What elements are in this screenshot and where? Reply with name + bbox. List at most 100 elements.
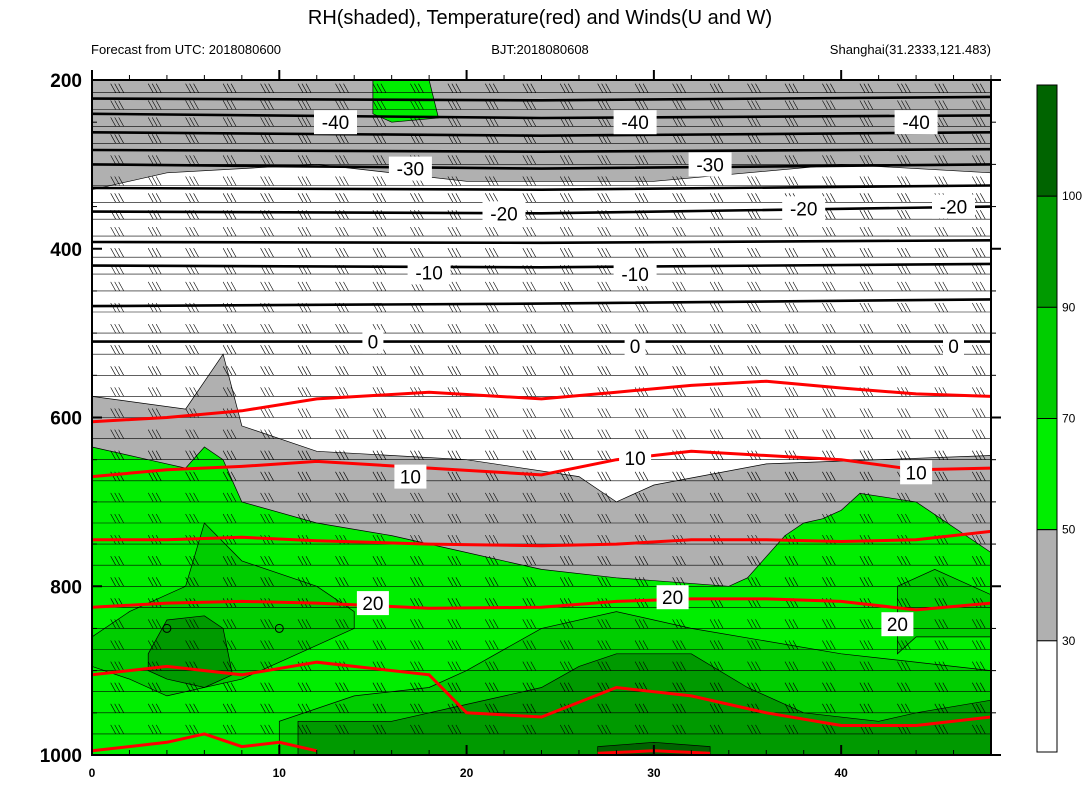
wind-barb <box>110 703 124 713</box>
wind-barb <box>709 281 724 292</box>
wind-barb <box>447 619 462 629</box>
wind-barb <box>372 556 387 566</box>
wind-barb <box>447 534 462 545</box>
wind-barb <box>747 83 761 93</box>
wind-barb <box>859 556 874 566</box>
wind-barb <box>335 134 349 144</box>
wind-barb <box>297 556 312 566</box>
colorbar-tick-label: 90 <box>1062 300 1076 314</box>
wind-barb <box>522 100 537 110</box>
wind-barb <box>559 248 574 258</box>
wind-barb <box>185 345 199 355</box>
subtitle-bjt: BJT:2018080608 <box>491 42 589 57</box>
wind-barb <box>185 471 199 481</box>
wind-barb <box>747 492 761 503</box>
x-tick-label: 0 <box>89 766 96 780</box>
wind-barb <box>447 703 462 713</box>
wind-barb <box>260 83 274 93</box>
wind-barb <box>972 226 986 237</box>
wind-barb <box>897 210 911 220</box>
wind-barb <box>260 366 274 376</box>
wind-barb <box>597 577 611 587</box>
wind-barb <box>110 176 124 186</box>
wind-barb <box>859 193 874 203</box>
wind-barb <box>634 226 649 237</box>
colorbar-tick-label: 70 <box>1062 412 1076 426</box>
wind-barb <box>784 661 799 671</box>
wind-barb <box>972 366 986 376</box>
wind-barb <box>934 248 949 258</box>
wind-barb <box>672 100 686 110</box>
svg-text:0: 0 <box>630 337 641 358</box>
wind-barb <box>897 134 911 144</box>
wind-barb <box>485 176 499 186</box>
wind-barb <box>485 226 499 237</box>
wind-barb <box>934 281 949 292</box>
wind-barb <box>185 248 199 258</box>
wind-barb <box>335 471 349 481</box>
wind-barb <box>110 100 124 110</box>
wind-barb <box>709 577 724 587</box>
wind-barb <box>784 323 799 334</box>
wind-barb <box>709 408 724 418</box>
wind-barb <box>822 682 836 692</box>
contour-label: 20 <box>656 585 689 610</box>
wind-barb <box>897 193 911 203</box>
temperature-contour-unlabeled-1 <box>92 379 991 424</box>
wind-barb <box>410 724 424 735</box>
wind-barb <box>485 661 499 671</box>
wind-barb <box>672 703 686 713</box>
wind-barb <box>297 134 312 144</box>
x-tick-label: 10 <box>273 766 287 780</box>
wind-barb <box>485 598 499 608</box>
wind-barb <box>859 366 874 376</box>
wind-barb <box>222 556 237 566</box>
wind-barb <box>822 661 836 671</box>
wind-barb <box>859 577 874 587</box>
svg-text:10: 10 <box>400 468 421 489</box>
wind-barb <box>822 117 836 127</box>
wind-barb <box>522 598 537 608</box>
wind-barb <box>522 429 537 439</box>
wind-barb <box>672 619 686 629</box>
wind-barb <box>859 134 874 144</box>
wind-barb <box>297 703 312 713</box>
contour-label: 10 <box>900 460 933 485</box>
wind-barb <box>709 513 724 524</box>
wind-barb <box>672 556 686 566</box>
wind-barb <box>110 640 124 650</box>
wind-barb <box>447 556 462 566</box>
wind-barb <box>110 387 124 397</box>
wind-barb <box>784 513 799 524</box>
wind-barb <box>447 176 462 186</box>
wind-barb <box>747 155 761 165</box>
wind-barb <box>634 155 649 165</box>
wind-barb <box>934 619 949 629</box>
wind-barb <box>934 724 949 735</box>
wind-barb <box>147 117 162 127</box>
wind-barb <box>147 323 162 334</box>
wind-barb <box>822 387 836 397</box>
wind-barb <box>672 155 686 165</box>
wind-barb <box>822 408 836 418</box>
wind-barb <box>934 264 949 275</box>
wind-barb <box>410 248 424 258</box>
wind-barb <box>297 366 312 376</box>
wind-barb <box>522 450 537 460</box>
wind-barb <box>372 281 387 292</box>
wind-barb <box>934 366 949 376</box>
wind-barb <box>522 281 537 292</box>
y-tick-label: 400 <box>50 240 82 261</box>
wind-barb <box>485 450 499 460</box>
wind-barb <box>147 429 162 439</box>
wind-barb <box>185 619 199 629</box>
wind-barb <box>147 226 162 237</box>
wind-barb <box>897 264 911 275</box>
wind-barb <box>972 83 986 93</box>
wind-barb <box>297 640 312 650</box>
wind-barb <box>335 281 349 292</box>
contour-label: 0 <box>943 333 964 358</box>
wind-barb <box>110 450 124 460</box>
wind-barb <box>897 248 911 258</box>
